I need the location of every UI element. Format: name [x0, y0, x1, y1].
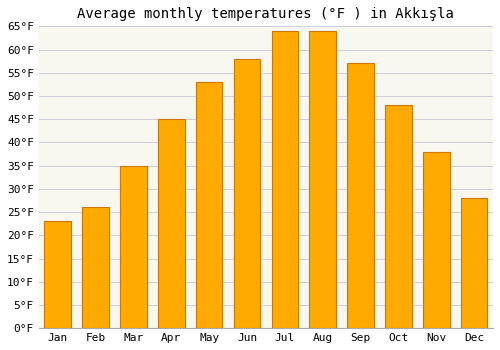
- Bar: [44, 221, 71, 328]
- Bar: [120, 166, 146, 328]
- Bar: [423, 152, 450, 328]
- Title: Average monthly temperatures (°F ) in Akkışla: Average monthly temperatures (°F ) in Ak…: [78, 7, 454, 21]
- Bar: [158, 119, 184, 328]
- Bar: [196, 82, 222, 328]
- Bar: [385, 105, 411, 328]
- Bar: [82, 208, 109, 328]
- Bar: [348, 63, 374, 328]
- Bar: [310, 31, 336, 328]
- Bar: [461, 198, 487, 328]
- Bar: [272, 31, 298, 328]
- Bar: [234, 59, 260, 328]
